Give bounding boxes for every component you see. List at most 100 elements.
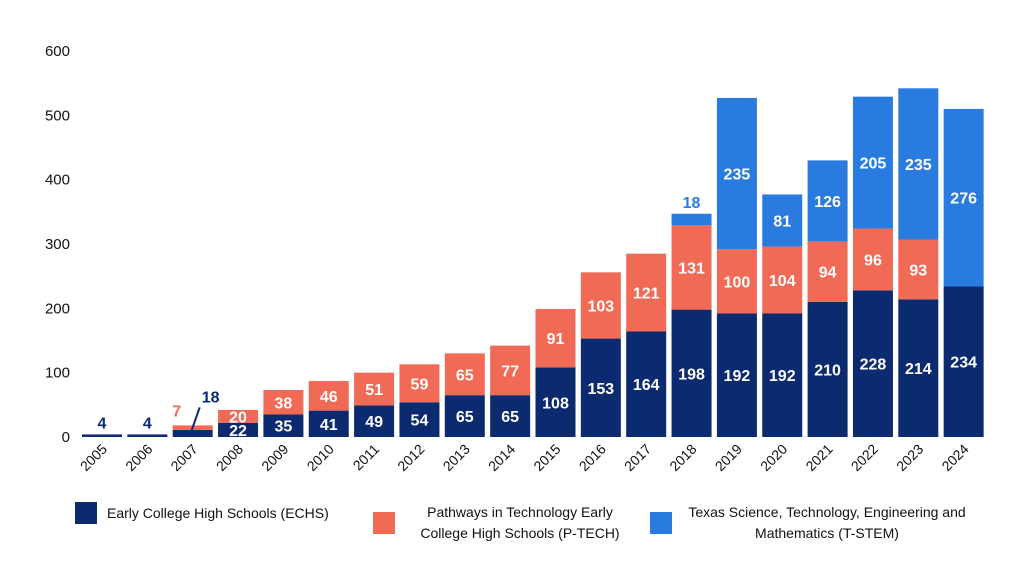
x-tick-label: 2013 <box>440 441 473 474</box>
bar-segment-echs-2024 <box>943 286 984 437</box>
bar-segment-echs-2022 <box>852 290 893 437</box>
bar-segment-echs-2018 <box>671 309 712 437</box>
bar-segment-ptech-2010 <box>308 381 349 411</box>
data-label-echs-2015: 108 <box>542 395 569 412</box>
data-label-ptech-2008: 20 <box>229 409 247 426</box>
data-label-ptech-2020: 104 <box>769 273 796 290</box>
y-tick-label: 200 <box>45 300 70 317</box>
x-tick-label: 2005 <box>77 441 110 474</box>
data-label-ptech-2012: 59 <box>411 376 429 393</box>
legend-item-echs: Early College High Schools (ECHS) <box>75 502 367 524</box>
x-tick-label: 2020 <box>757 441 790 474</box>
data-label-ptech-2022: 96 <box>864 252 882 269</box>
data-label-echs-2005: 4 <box>98 415 107 432</box>
x-tick-label: 2010 <box>304 441 337 474</box>
bar-segment-tstem-2020 <box>762 194 803 247</box>
bar-segment-echs-2014 <box>490 395 531 437</box>
bar-segment-echs-2005 <box>82 434 122 437</box>
x-tick-label: 2015 <box>530 441 563 474</box>
data-label-echs-2012: 54 <box>411 413 429 430</box>
data-label-ptech-2015: 91 <box>547 331 565 348</box>
x-tick-label: 2012 <box>394 441 427 474</box>
legend-label-tstem: Texas Science, Technology, Engineering a… <box>688 504 966 541</box>
data-label-tstem-2020: 81 <box>773 214 791 231</box>
legend-item-ptech: Pathways in Technology Early College Hig… <box>373 502 635 544</box>
data-label-ptech-2018: 131 <box>678 260 705 277</box>
data-label-echs-2006: 4 <box>143 415 152 432</box>
x-tick-label: 2018 <box>666 441 699 474</box>
bar-segment-ptech-2017 <box>626 253 667 332</box>
data-label-echs-2016: 153 <box>587 381 614 398</box>
data-label-ptech-2010: 46 <box>320 389 338 406</box>
y-tick-label: 500 <box>45 107 70 124</box>
legend-swatch-echs <box>75 502 97 524</box>
bar-segment-tstem-2023 <box>898 88 939 240</box>
bar-segment-ptech-2021 <box>807 241 848 302</box>
bar-segment-echs-2021 <box>807 301 848 437</box>
data-label-ptech-2023: 93 <box>909 262 927 279</box>
y-tick-label: 0 <box>62 429 70 446</box>
legend-swatch-tstem <box>650 512 672 534</box>
data-label-tstem-2021: 126 <box>814 194 841 211</box>
x-tick-label: 2011 <box>350 441 383 474</box>
data-label-tstem-2024: 276 <box>950 191 977 208</box>
y-tick-label: 600 <box>45 43 70 60</box>
bar-segment-echs-2006 <box>127 434 168 437</box>
bar-segment-ptech-2018 <box>671 225 712 310</box>
bar-segment-ptech-2014 <box>490 345 531 396</box>
data-label-tstem-2023: 235 <box>905 157 932 174</box>
data-label-echs-2008: 22 <box>229 423 247 440</box>
bar-segment-ptech-2013 <box>444 353 485 396</box>
bar-segment-echs-2020 <box>762 313 803 437</box>
data-label-echs-2024: 234 <box>950 355 977 372</box>
bar-segment-ptech-2022 <box>852 228 893 291</box>
bar-segment-echs-2016 <box>580 338 621 437</box>
legend-swatch-ptech <box>373 512 395 534</box>
bar-segment-echs-2017 <box>626 331 667 437</box>
x-tick-label: 2016 <box>576 441 609 474</box>
data-label-echs-2020: 192 <box>769 368 796 385</box>
data-label-echs-2011: 49 <box>365 414 383 431</box>
bar-segment-ptech-2012 <box>399 364 440 403</box>
bar-segment-echs-2010 <box>308 410 349 437</box>
data-label-echs-2009: 35 <box>275 419 293 436</box>
bar-segment-tstem-2021 <box>807 160 848 242</box>
bar-segment-tstem-2019 <box>716 97 757 250</box>
data-label-echs-2023: 214 <box>905 361 932 378</box>
data-label-echs-2019: 192 <box>724 368 751 385</box>
bar-segment-tstem-2018 <box>671 213 712 226</box>
bar-segment-ptech-2008 <box>218 409 259 423</box>
data-label-echs-2018: 198 <box>678 366 705 383</box>
bar-segment-echs-2013 <box>444 395 485 437</box>
data-label-tstem-2019: 235 <box>724 167 751 184</box>
legend-label-ptech: Pathways in Technology Early College Hig… <box>420 504 620 541</box>
y-tick-label: 300 <box>45 236 70 253</box>
bar-segment-echs-2011 <box>354 405 395 437</box>
data-label-ptech-2011: 51 <box>365 382 383 399</box>
bar-segment-echs-2008 <box>218 422 259 437</box>
data-label-echs-2017: 164 <box>633 377 660 394</box>
data-label-echs-2010: 41 <box>320 417 338 434</box>
bar-segment-tstem-2024 <box>943 108 984 287</box>
bar-segment-echs-2015 <box>535 367 576 437</box>
legend-label-echs: Early College High Schools (ECHS) <box>107 504 329 521</box>
data-label-ptech-2014: 77 <box>501 363 519 380</box>
y-tick-label: 100 <box>45 365 70 382</box>
x-tick-label: 2021 <box>802 441 835 474</box>
x-tick-label: 2024 <box>938 441 971 474</box>
bar-segment-ptech-2016 <box>580 272 621 339</box>
legend: Early College High Schools (ECHS) Pathwa… <box>0 497 1024 547</box>
data-label-ptech-2017: 121 <box>633 286 660 303</box>
legend-item-tstem: Texas Science, Technology, Engineering a… <box>650 502 972 544</box>
data-label-ptech-2009: 38 <box>275 395 293 412</box>
data-label-tstem-2022: 205 <box>860 156 887 173</box>
x-tick-label: 2009 <box>258 441 291 474</box>
bar-segment-echs-2023 <box>898 299 939 437</box>
data-label-echs-2022: 228 <box>860 357 887 374</box>
data-label-ptech-2019: 100 <box>724 274 751 291</box>
data-label-ptech-2007: 7 <box>172 403 181 420</box>
bar-segment-echs-2019 <box>716 313 757 437</box>
bar-segment-ptech-2015 <box>535 308 576 368</box>
x-tick-label: 2019 <box>712 441 745 474</box>
x-tick-label: 2006 <box>122 441 155 474</box>
